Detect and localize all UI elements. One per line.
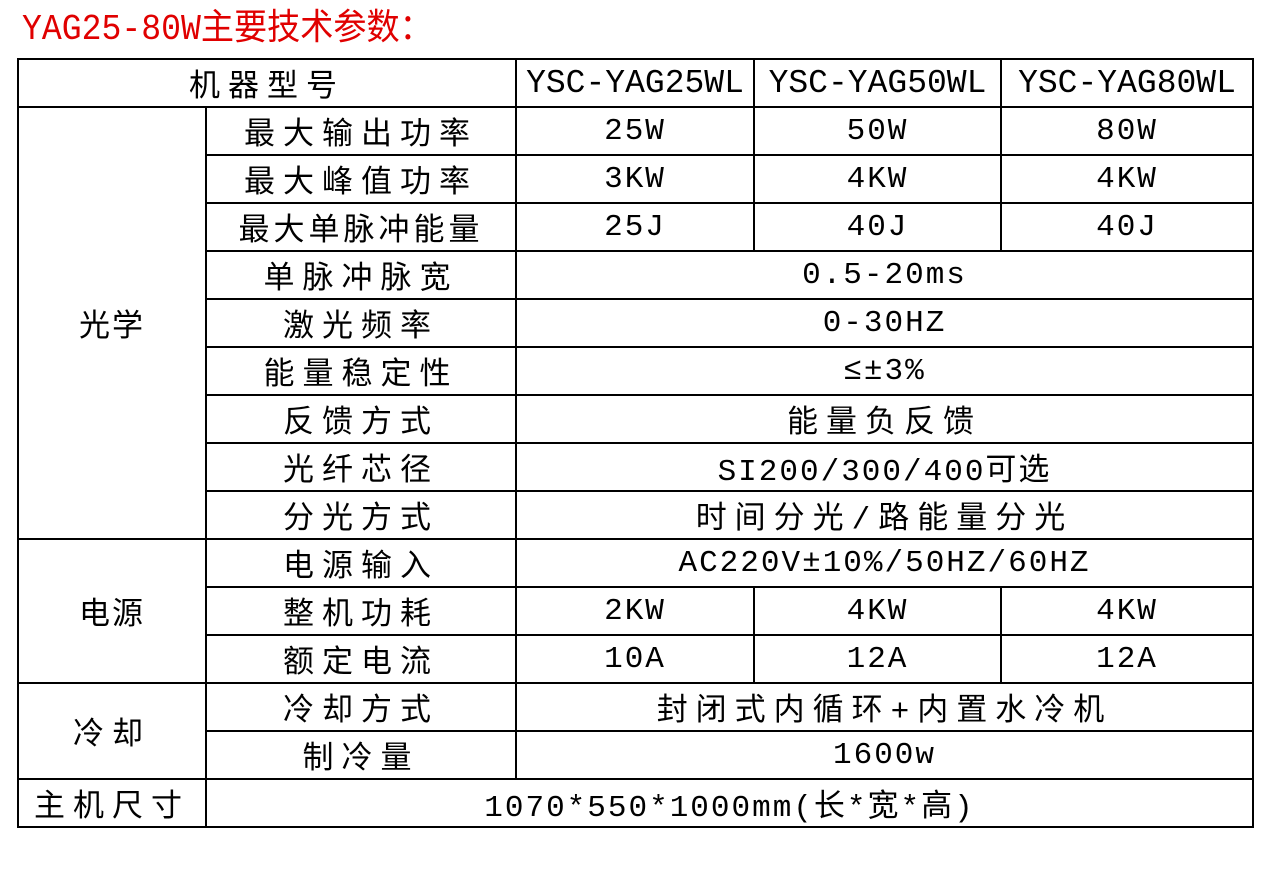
model-name: YSC-YAG50WL <box>753 58 1002 108</box>
table-row: 最大峰值功率 3KW 4KW 4KW <box>18 154 1254 204</box>
cell-value: 时间分光/路能量分光 <box>515 490 1254 540</box>
document-title: YAG25-80W主要技术参数： <box>22 9 433 50</box>
row-label: 最大峰值功率 <box>205 154 517 204</box>
table-row: 制冷量 1600w <box>18 730 1254 780</box>
row-label: 能量稳定性 <box>205 346 517 396</box>
table-row: 整机功耗 2KW 4KW 4KW <box>18 586 1254 636</box>
cell-value: AC220V±10%/50HZ/60HZ <box>515 538 1254 588</box>
row-label: 冷却方式 <box>205 682 517 732</box>
table-row: 单脉冲脉宽 0.5-20ms <box>18 250 1254 300</box>
table-row: 额定电流 10A 12A 12A <box>18 634 1254 684</box>
cell-value: 0.5-20ms <box>515 250 1254 300</box>
cell-value: 2KW <box>515 586 755 636</box>
model-name: YSC-YAG25WL <box>515 58 755 108</box>
cell-value: 50W <box>753 106 1002 156</box>
cell-value: 40J <box>1000 202 1254 252</box>
cell-value: 0-30HZ <box>515 298 1254 348</box>
cell-value: 4KW <box>753 586 1002 636</box>
cell-value: 封闭式内循环+内置水冷机 <box>515 682 1254 732</box>
cell-value: 10A <box>515 634 755 684</box>
model-name: YSC-YAG80WL <box>1000 58 1254 108</box>
row-label: 额定电流 <box>205 634 517 684</box>
cell-value: 80W <box>1000 106 1254 156</box>
cell-value: 1070*550*1000mm(长*宽*高) <box>205 778 1254 828</box>
table-row: 光学 最大输出功率 25W 50W 80W <box>17 106 1254 540</box>
table-row: 激光频率 0-30HZ <box>18 298 1254 348</box>
row-label: 光纤芯径 <box>205 442 517 492</box>
group-power: 电源 <box>17 538 207 684</box>
table-row: 冷却 冷却方式 封闭式内循环+内置水冷机 <box>17 682 1254 780</box>
row-label: 最大单脉冲能量 <box>205 202 517 252</box>
group-optics: 光学 <box>17 106 207 540</box>
row-label: 反馈方式 <box>205 394 517 444</box>
spec-table: 机器型号 YSC-YAG25WL YSC-YAG50WL YSC-YAG80WL… <box>17 58 1254 828</box>
table-header-row: 机器型号 YSC-YAG25WL YSC-YAG50WL YSC-YAG80WL <box>17 58 1254 108</box>
cell-value: 3KW <box>515 154 755 204</box>
table-row: 最大单脉冲能量 25J 40J 40J <box>18 202 1254 252</box>
table-row: 能量稳定性 ≤±3% <box>18 346 1254 396</box>
row-label: 最大输出功率 <box>205 106 517 156</box>
header-label: 机器型号 <box>17 58 517 108</box>
cell-value: 40J <box>753 202 1002 252</box>
cell-value: ≤±3% <box>515 346 1254 396</box>
cell-value: 25J <box>515 202 755 252</box>
cell-value: 能量负反馈 <box>515 394 1254 444</box>
cell-value: SI200/300/400可选 <box>515 442 1254 492</box>
row-label: 激光频率 <box>205 298 517 348</box>
table-row: 光纤芯径 SI200/300/400可选 <box>18 442 1254 492</box>
cell-value: 12A <box>1000 634 1254 684</box>
cell-value: 12A <box>753 634 1002 684</box>
row-label: 制冷量 <box>205 730 517 780</box>
row-label: 整机功耗 <box>205 586 517 636</box>
row-label: 电源输入 <box>205 538 517 588</box>
group-cooling: 冷却 <box>17 682 207 780</box>
row-label: 单脉冲脉宽 <box>205 250 517 300</box>
cell-value: 1600w <box>515 730 1254 780</box>
cell-value: 25W <box>515 106 755 156</box>
table-row: 主机尺寸 1070*550*1000mm(长*宽*高) <box>17 778 1254 828</box>
table-row: 反馈方式 能量负反馈 <box>18 394 1254 444</box>
table-row: 分光方式 时间分光/路能量分光 <box>18 490 1254 540</box>
cell-value: 4KW <box>1000 586 1254 636</box>
cell-value: 4KW <box>1000 154 1254 204</box>
row-label: 主机尺寸 <box>17 778 207 828</box>
row-label: 分光方式 <box>205 490 517 540</box>
cell-value: 4KW <box>753 154 1002 204</box>
table-row: 电源 电源输入 AC220V±10%/50HZ/60HZ <box>17 538 1254 684</box>
